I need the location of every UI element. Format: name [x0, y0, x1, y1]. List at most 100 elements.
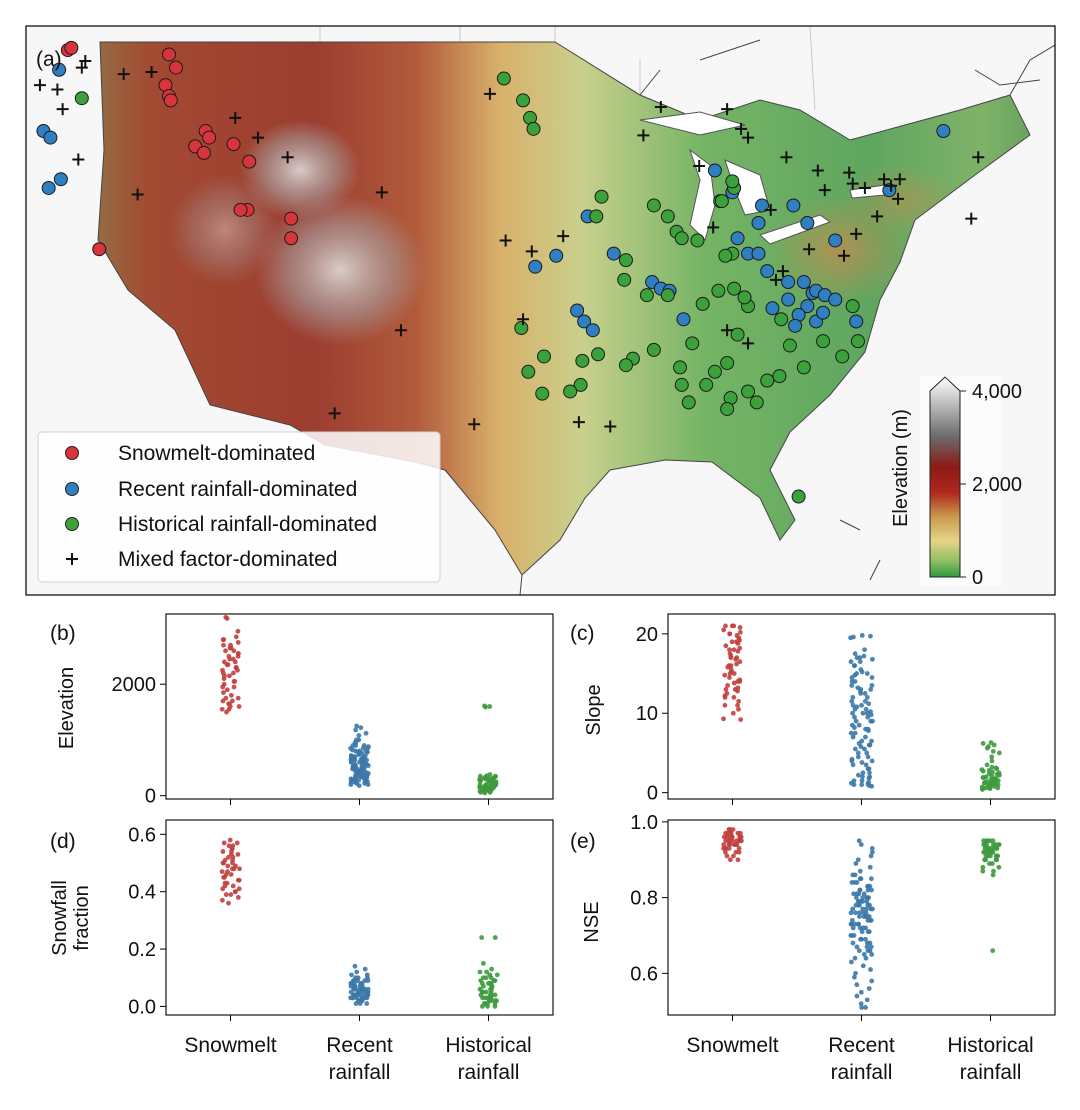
strip-c-point-snowmelt [731, 647, 737, 653]
map-marker-historical [690, 233, 705, 248]
strip-b-point-recent [348, 745, 354, 751]
strip-b-point-recent [357, 759, 363, 765]
strip-c-point-recent [860, 710, 866, 716]
map-marker-recent [816, 305, 831, 320]
strip-d-point-snowmelt [226, 900, 231, 906]
strip-d-point-snowmelt [219, 897, 225, 903]
map-marker-mixed [557, 230, 570, 243]
map-marker-recent [41, 180, 56, 195]
map-marker-mixed [328, 407, 341, 420]
strip-d-point-recent [357, 983, 363, 989]
map-marker-mixed [818, 184, 831, 197]
strip-d-point-historical [479, 935, 485, 940]
map-marker-mixed [131, 188, 144, 201]
strip-b-point-historical [478, 789, 484, 795]
strip-d-point-historical [481, 983, 486, 989]
strip-c-point-recent [851, 663, 857, 669]
map-marker-historical [681, 395, 696, 410]
map-marker-mixed [780, 151, 793, 164]
strip-e-ytick-label: 0.8 [630, 888, 658, 910]
legend-label-snowmelt: Snowmelt-dominated [118, 442, 315, 465]
strip-d-point-recent [360, 986, 366, 992]
map-marker-historical [646, 342, 661, 357]
strip-b-point-recent [351, 763, 356, 768]
strip-e-point-recent [863, 936, 868, 942]
map-marker-recent [882, 183, 897, 198]
map-marker-recent [707, 163, 722, 178]
strip-d-point-historical [487, 981, 493, 986]
strip-c-point-historical [979, 784, 985, 790]
strip-c-point-recent [861, 653, 867, 659]
strip-c-point-recent [863, 734, 868, 740]
map-marker-historical [573, 377, 588, 392]
map-marker-historical [673, 360, 688, 375]
map-marker-snowmelt [284, 231, 299, 246]
strip-d-point-historical [484, 969, 490, 975]
strip-e-point-snowmelt [735, 857, 741, 863]
strip-c-point-snowmelt [722, 702, 728, 708]
strip-e-point-recent [856, 838, 862, 844]
strip-e-point-historical [980, 868, 986, 874]
strip-b-point-recent [361, 743, 367, 748]
strip-c-point-recent [862, 698, 868, 704]
strip-e-point-recent [865, 887, 871, 893]
strip-e-point-recent [849, 917, 855, 923]
strip-d-ytick-label: 0.4 [128, 882, 156, 904]
map-marker-mixed [892, 192, 905, 205]
strip-e-point-historical [983, 857, 988, 863]
strip-c-point-snowmelt [723, 623, 728, 629]
strip-e-point-snowmelt [723, 845, 728, 851]
strip-b-point-snowmelt [227, 673, 232, 679]
panel-d-ylabel-line1: Snowfall [49, 880, 71, 956]
strip-d-point-snowmelt [220, 849, 226, 854]
strip-c-point-snowmelt [728, 653, 734, 659]
strip-e-point-historical [985, 838, 990, 844]
map-marker-mixed [79, 55, 92, 68]
strip-e-point-snowmelt [727, 827, 733, 832]
map-marker-historical [563, 384, 578, 399]
strip-d-point-snowmelt [230, 860, 235, 866]
strip-c-point-snowmelt [727, 631, 733, 637]
strip-c-point-recent [850, 710, 855, 716]
strip-e-point-snowmelt [724, 834, 730, 840]
strip-e-point-snowmelt [728, 830, 734, 836]
strip-d-point-historical [494, 972, 500, 978]
strip-b-point-recent [363, 730, 369, 736]
strip-b-point-historical [481, 784, 486, 790]
map-marker-recent [788, 318, 803, 333]
strip-e-point-recent [854, 891, 860, 897]
strip-c-point-recent [864, 694, 870, 700]
strip-e-point-recent [850, 940, 856, 946]
map-marker-recent [43, 130, 58, 145]
strip-b-point-recent [352, 779, 358, 785]
strip-e-point-recent [852, 955, 858, 961]
strip-c-ytick-label: 0 [647, 783, 658, 805]
strip-e-point-snowmelt [737, 834, 743, 840]
map-marker-mixed [51, 83, 64, 96]
map-marker-mixed [721, 103, 734, 116]
strip-e-point-recent [861, 952, 867, 957]
strip-e-point-recent [856, 902, 862, 908]
map-marker-mixed [893, 173, 906, 186]
strip-e-point-recent [857, 868, 863, 874]
strip-c-point-snowmelt [728, 663, 734, 669]
strip-d-ytick-label: 0.0 [128, 996, 156, 1018]
strip-b-point-snowmelt [232, 679, 238, 684]
map-marker-mixed [654, 100, 667, 113]
strip-c-point-snowmelt [721, 716, 726, 722]
strip-e-point-historical [981, 842, 987, 848]
map-marker-mixed [742, 131, 755, 144]
strip-e-point-recent [850, 906, 856, 912]
strip-b-point-snowmelt [235, 695, 241, 701]
map-marker-historical [521, 364, 536, 379]
panel-b-ylabel: Elevation [56, 667, 78, 749]
strip-b-point-recent [353, 727, 359, 733]
strip-e-point-snowmelt [729, 838, 735, 844]
x-category-label: Recent [828, 1034, 895, 1057]
map-marker-historical [646, 198, 661, 213]
map-marker-snowmelt [242, 154, 257, 169]
map-marker-mixed [145, 65, 158, 78]
strip-e-point-recent [869, 887, 874, 893]
map-marker-recent [828, 233, 843, 248]
strip-c-point-recent [862, 647, 867, 653]
